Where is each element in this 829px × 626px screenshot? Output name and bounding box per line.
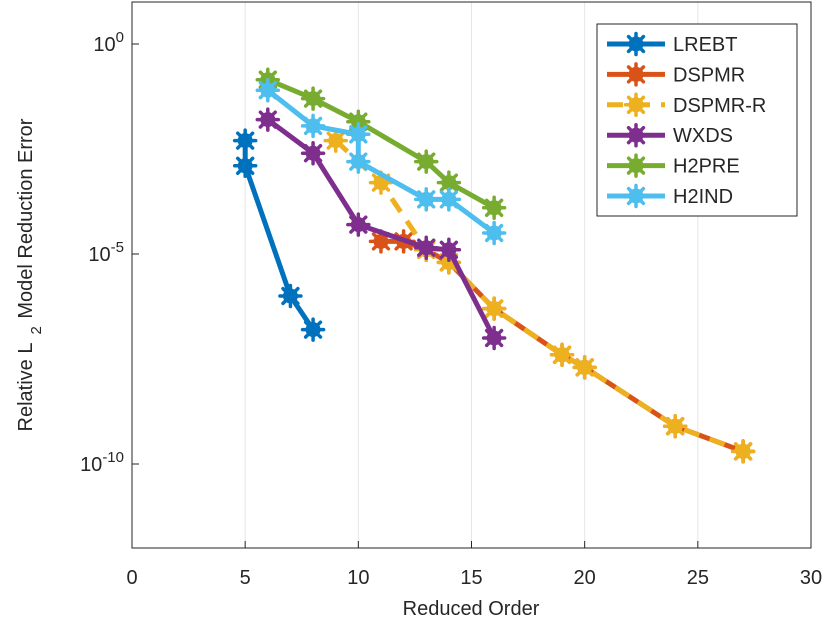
legend-entry-wxds: WXDS xyxy=(607,122,733,148)
legend-marker xyxy=(623,183,649,209)
legend-label: WXDS xyxy=(673,125,733,147)
data-point-h2pre xyxy=(346,109,371,134)
legend-entry-dspmr: DSPMR xyxy=(607,62,745,87)
legend-entry-dspmr-r: DSPMR-R xyxy=(607,92,766,118)
legend-label: H2PRE xyxy=(673,156,740,178)
legend-entry-h2pre: H2PRE xyxy=(607,153,740,178)
data-point-h2ind xyxy=(436,187,462,212)
series-lrebt xyxy=(232,128,326,342)
data-point-lrebt xyxy=(232,153,258,179)
x-tick-label: 30 xyxy=(800,567,822,589)
x-tick-label: 25 xyxy=(687,567,709,589)
legend-label: LREBT xyxy=(673,34,737,56)
y-tick-label: 10-5 xyxy=(88,239,124,266)
series-layer xyxy=(232,67,756,464)
data-point-h2ind xyxy=(346,149,371,174)
legend-label: DSPMR xyxy=(673,64,745,86)
x-tick-label: 0 xyxy=(126,567,137,589)
data-point-h2pre xyxy=(300,86,326,111)
series-h2ind xyxy=(255,77,507,246)
x-tick-label: 20 xyxy=(574,567,596,589)
data-point-dspmr-r xyxy=(323,128,348,153)
legend-marker xyxy=(623,153,649,178)
data-point-h2pre xyxy=(481,195,507,221)
series-line-lrebt xyxy=(242,140,316,331)
data-point-h2ind xyxy=(346,122,371,147)
legend-marker xyxy=(623,122,649,148)
series-wxds xyxy=(255,107,507,351)
x-tick-label: 10 xyxy=(347,567,369,589)
data-point-wxds xyxy=(300,140,326,166)
data-point-h2ind xyxy=(481,220,507,246)
data-point-dspmr-r xyxy=(662,413,688,439)
legend-label: DSPMR-R xyxy=(673,95,766,117)
data-point-wxds xyxy=(346,212,371,237)
legend-label: H2IND xyxy=(673,186,733,208)
y-axis-label-rest: Model Reduction Error xyxy=(15,118,37,324)
data-point-wxds xyxy=(436,237,462,263)
data-point-wxds xyxy=(481,325,507,351)
legend: LREBT DSPMR DSPMR-R WXDS H2PRE H2IND xyxy=(596,23,798,217)
data-point-wxds xyxy=(413,235,439,260)
data-point-dspmr-r xyxy=(572,355,597,380)
y-tick-label: 10-10 xyxy=(80,449,124,476)
legend-box xyxy=(596,23,798,217)
axes: 0 5 10 15 20 25 30 100 10-5 10-10 xyxy=(80,29,822,589)
grid-lines xyxy=(244,2,699,548)
data-point-lrebt xyxy=(278,283,303,309)
data-point-h2pre xyxy=(436,170,462,195)
y-axis-label: Relative L 2 Model Reduction Error xyxy=(15,118,45,431)
data-point-dspmr-r xyxy=(549,342,575,368)
series-line-h2pre xyxy=(266,77,496,210)
series-h2pre xyxy=(255,67,507,221)
legend-marker xyxy=(623,31,649,57)
data-point-lrebt xyxy=(232,128,258,153)
legend-marker xyxy=(623,92,649,118)
x-axis-label: Reduced Order xyxy=(403,598,540,620)
data-point-h2ind xyxy=(413,187,439,212)
data-point-dspmr-r xyxy=(730,439,756,464)
data-point-h2pre xyxy=(413,149,439,174)
y-tick-label: 100 xyxy=(93,29,124,56)
legend-entry-lrebt: LREBT xyxy=(607,31,737,57)
y-axis-label-subscript: 2 xyxy=(28,326,45,334)
data-point-h2ind xyxy=(255,77,281,103)
x-tick-label: 5 xyxy=(240,567,251,589)
x-tick-label: 15 xyxy=(460,567,482,589)
data-point-h2ind xyxy=(300,113,326,139)
data-point-lrebt xyxy=(300,317,326,342)
legend-entry-h2ind: H2IND xyxy=(607,183,733,209)
y-axis-label-main: Relative L xyxy=(15,343,37,432)
series-line-dspmr-r xyxy=(334,138,744,454)
data-point-dspmr-r xyxy=(481,296,507,321)
legend-marker xyxy=(623,62,649,87)
data-point-wxds xyxy=(255,107,281,132)
